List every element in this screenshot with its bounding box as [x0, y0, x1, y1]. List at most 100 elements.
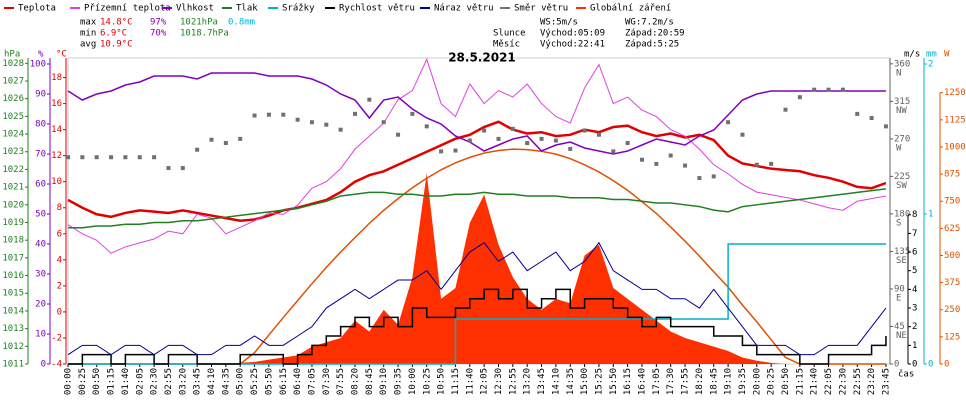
tick-label: 1000 — [944, 142, 966, 152]
tick-label: 500 — [944, 251, 960, 261]
info: Východ:22:41 — [540, 40, 605, 50]
point — [596, 132, 601, 137]
legend-label: Směr větru — [514, 4, 568, 14]
x-tick-label: 16:40 — [638, 368, 648, 395]
point — [654, 161, 659, 166]
info: Západ:5:25 — [625, 40, 679, 50]
x-tick-label: 10:00 — [408, 368, 418, 395]
point — [166, 166, 171, 171]
tick-label: -4 — [51, 360, 62, 370]
x-tick-label: 20:25 — [767, 368, 777, 395]
x-tick-label: 20:50 — [781, 368, 791, 395]
x-tick-label: 21:40 — [810, 368, 820, 395]
legend-label: Rychlost větru — [339, 4, 415, 14]
info: WS:5m/s — [540, 18, 578, 28]
point — [152, 155, 157, 160]
point — [539, 136, 544, 141]
point — [381, 120, 386, 125]
point — [697, 176, 702, 181]
point — [66, 155, 70, 160]
tick-label: 1016 — [2, 271, 24, 281]
tick-label: 1250 — [944, 88, 966, 98]
legend-label: Tlak — [236, 4, 258, 14]
tick-label: 8 — [57, 203, 62, 213]
x-tick-label: 01:40 — [121, 368, 131, 395]
point — [439, 149, 444, 154]
point — [783, 107, 788, 112]
stat: avg — [80, 40, 96, 50]
line — [67, 57, 887, 254]
x-tick-label: 15:00 — [580, 368, 590, 395]
x-tick-label: 12:05 — [480, 368, 490, 395]
point — [482, 128, 487, 133]
stat: max — [80, 18, 97, 28]
tick-label: 1027 — [2, 76, 24, 86]
x-tick-label: 00:00 — [64, 368, 74, 395]
tick-label: 3 — [912, 304, 917, 314]
point — [252, 113, 257, 118]
x-tick-label: 02:55 — [164, 368, 174, 395]
x-tick-label: 16:15 — [623, 368, 633, 395]
tick-label: 135 — [894, 247, 910, 257]
tick-letter: S — [896, 218, 901, 228]
tick-label: 625 — [944, 224, 960, 234]
x-tick-label: 12:55 — [508, 368, 518, 395]
info: WG:7.2m/s — [625, 18, 674, 28]
point — [109, 155, 114, 160]
point — [295, 117, 300, 122]
tick-label: 2 — [912, 322, 917, 332]
tick-label: 45 — [894, 322, 905, 332]
info: Měsíc — [493, 40, 520, 50]
x-tick-label: 03:45 — [193, 368, 203, 395]
x-tick-label: 08:20 — [351, 368, 361, 395]
tick-label: 360 — [894, 59, 910, 69]
tick-label: 125 — [944, 332, 960, 342]
tick-label: 100 — [30, 60, 46, 70]
point — [353, 111, 357, 116]
x-tick-label: 01:15 — [107, 368, 117, 395]
line — [67, 72, 886, 155]
tick-label: 40 — [35, 240, 46, 250]
point — [711, 174, 716, 179]
legend-label: Vlhkost — [176, 4, 214, 14]
x-tick-label: 17:05 — [652, 368, 662, 395]
tick-label: 7 — [912, 229, 917, 239]
x-tick-label: 13:45 — [537, 368, 547, 395]
x-tick-label: 14:10 — [551, 368, 561, 395]
point — [855, 111, 860, 116]
tick-label: 60 — [35, 180, 46, 190]
x-tick-label: 09:35 — [394, 368, 404, 395]
tick-label: 875 — [944, 170, 960, 180]
info: Západ:20:59 — [625, 29, 685, 39]
tick-label: 1019 — [2, 218, 24, 228]
tick-letter: SW — [896, 181, 907, 191]
legend-label: Přízemní teplota — [84, 4, 171, 14]
point — [453, 148, 458, 153]
x-tick-label: 17:30 — [666, 368, 676, 395]
point — [740, 132, 745, 137]
tick-label: 10 — [35, 330, 46, 340]
tick-label: 1012 — [2, 342, 24, 352]
x-tick-label: 00:50 — [92, 368, 102, 395]
x-tick-label: 22:30 — [838, 368, 848, 395]
point — [424, 124, 429, 129]
tick-label: 1125 — [944, 115, 966, 125]
point — [281, 112, 286, 117]
legend-label: Globální záření — [590, 4, 671, 14]
tick-label: 1011 — [2, 360, 24, 370]
point — [94, 155, 99, 160]
x-tick-label: 22:05 — [824, 368, 834, 395]
tick-label: 1013 — [2, 324, 24, 334]
x-tick-label: 09:10 — [379, 368, 389, 395]
tick-label: 5 — [912, 266, 917, 276]
x-tick-label: 07:55 — [336, 368, 346, 395]
point — [754, 162, 759, 167]
tick-label: 1025 — [2, 112, 24, 122]
stat: 6.9°C — [100, 29, 127, 39]
axis-unit: % — [38, 50, 44, 60]
point — [309, 120, 314, 125]
tick-label: 1026 — [2, 94, 24, 104]
stat: 1018.7hPa — [180, 29, 229, 39]
point — [410, 111, 415, 116]
tick-letter: E — [896, 293, 901, 303]
